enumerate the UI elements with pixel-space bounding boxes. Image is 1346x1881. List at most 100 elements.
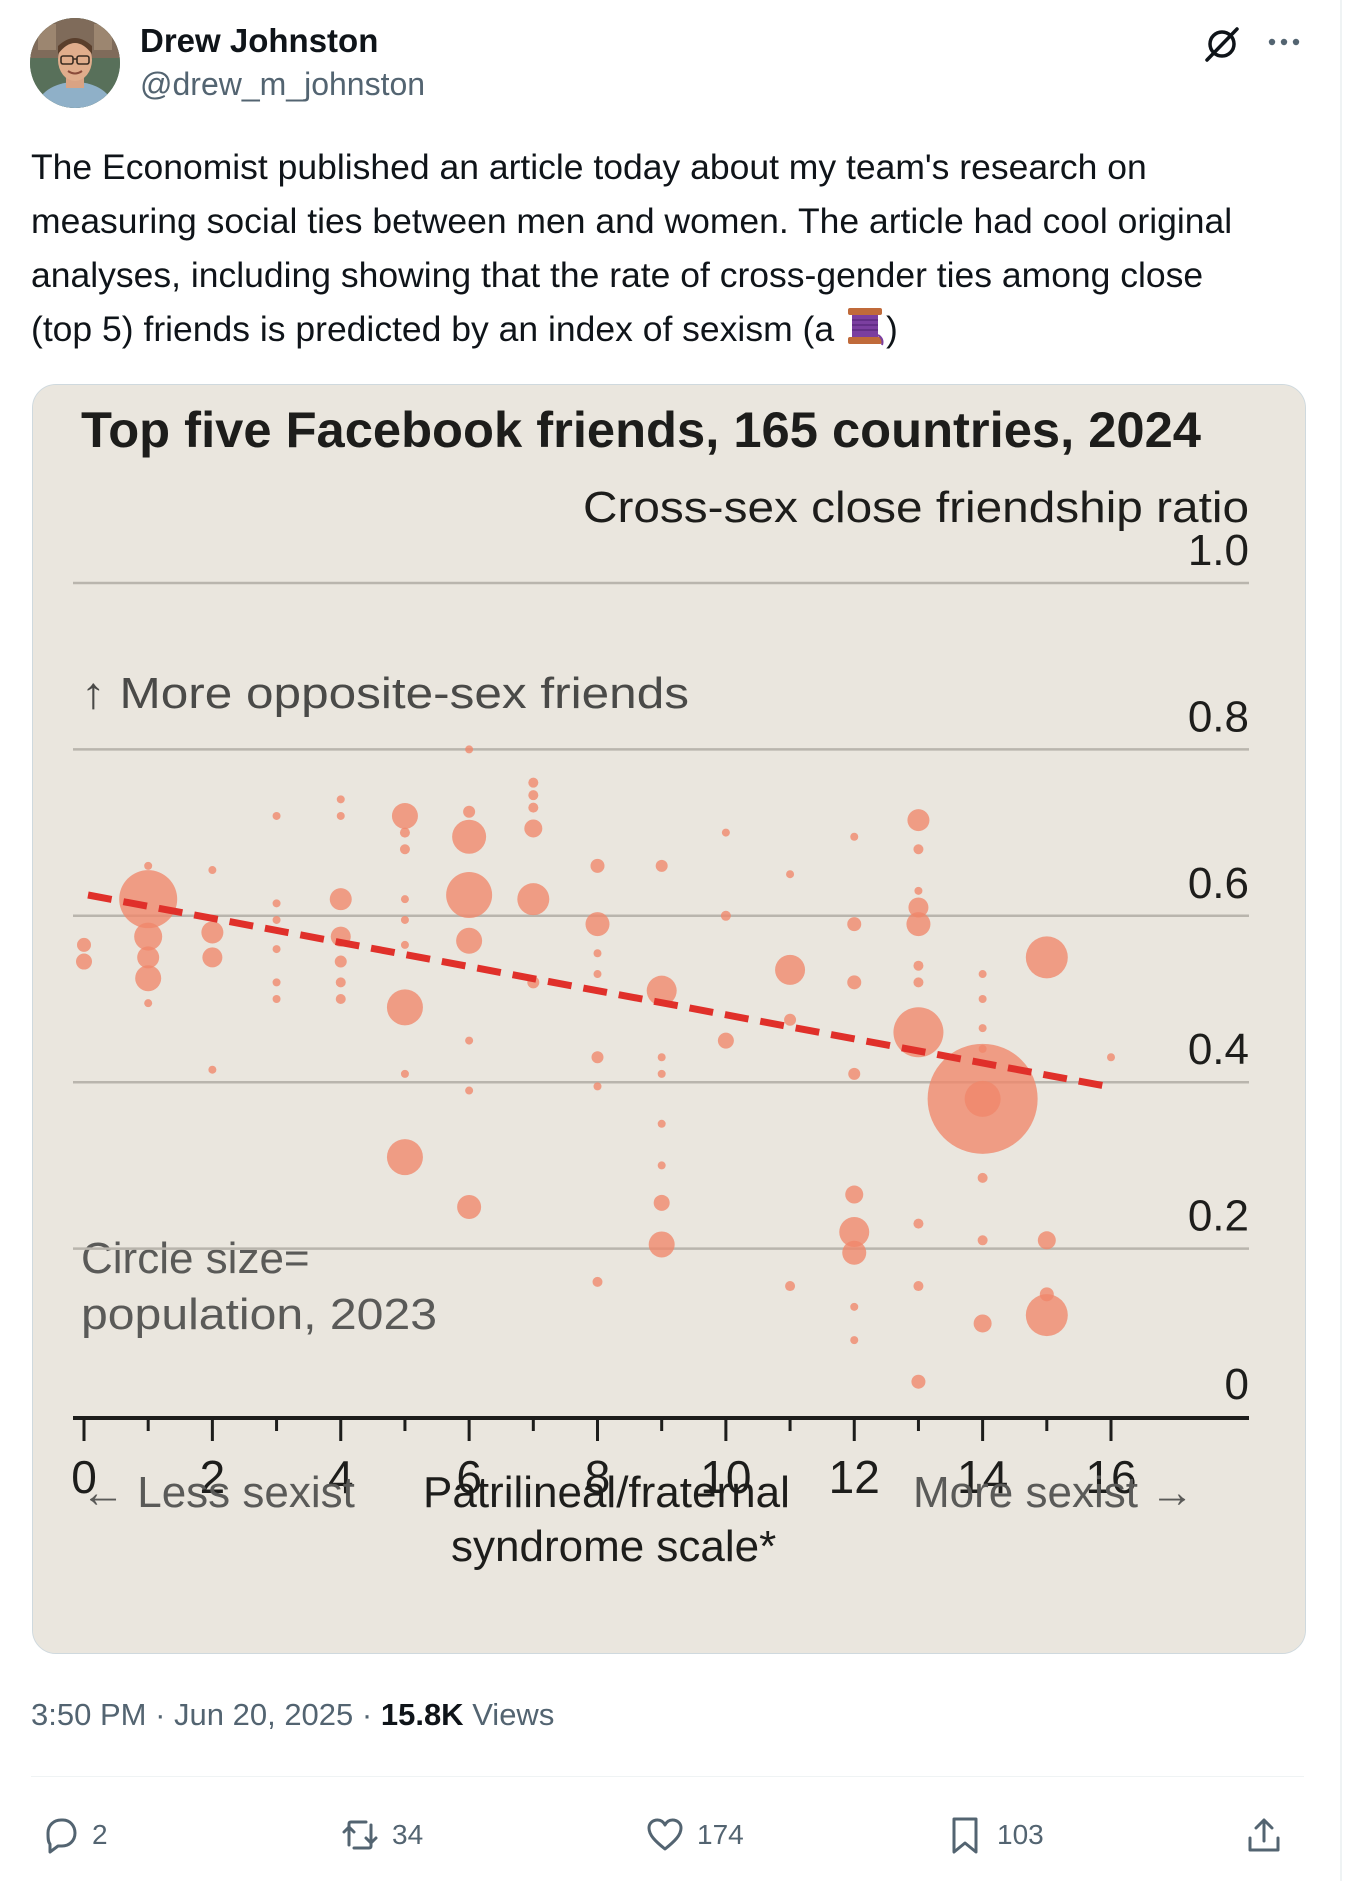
data-point bbox=[134, 922, 163, 951]
data-point bbox=[978, 1044, 987, 1053]
data-point bbox=[593, 949, 602, 958]
reply-button[interactable]: 2 bbox=[40, 1810, 108, 1860]
grok-icon[interactable] bbox=[1202, 24, 1242, 64]
data-point bbox=[850, 832, 859, 841]
data-point bbox=[1037, 1231, 1056, 1250]
data-point bbox=[592, 1276, 603, 1287]
views-label: Views bbox=[463, 1697, 555, 1732]
y-axis-label: Cross-sex close friendship ratio bbox=[583, 483, 1249, 532]
data-point bbox=[847, 917, 862, 932]
data-point bbox=[913, 977, 924, 988]
share-button[interactable] bbox=[1244, 1810, 1284, 1860]
data-point bbox=[842, 1240, 867, 1265]
data-point bbox=[399, 844, 410, 855]
x-tick-label: 10 bbox=[700, 1451, 751, 1503]
like-count: 174 bbox=[697, 1819, 744, 1850]
avatar-photo bbox=[30, 18, 120, 108]
data-point bbox=[585, 912, 610, 937]
data-point bbox=[906, 912, 931, 937]
size-note-line1: Circle size= bbox=[81, 1234, 310, 1283]
data-point bbox=[850, 1302, 859, 1311]
y-tick-label: 0.4 bbox=[1188, 1025, 1249, 1074]
data-point bbox=[720, 910, 731, 921]
data-point bbox=[386, 1139, 423, 1176]
data-point bbox=[973, 1314, 992, 1333]
data-point bbox=[786, 870, 795, 879]
data-point bbox=[463, 805, 476, 818]
data-point bbox=[913, 1218, 924, 1229]
data-point bbox=[845, 1185, 864, 1204]
tweet-text: The Economist published an article today… bbox=[31, 140, 1271, 362]
data-point bbox=[465, 1036, 474, 1045]
data-point bbox=[977, 1172, 988, 1183]
data-point bbox=[400, 915, 409, 924]
data-point bbox=[465, 745, 474, 754]
data-point bbox=[272, 995, 281, 1003]
data-point bbox=[775, 954, 806, 985]
tweet-date[interactable]: Jun 20, 2025 bbox=[174, 1697, 354, 1732]
display-name[interactable]: Drew Johnston bbox=[140, 22, 379, 59]
data-point bbox=[391, 802, 418, 829]
data-point bbox=[655, 859, 668, 872]
x-axis-label: Patrilineal/fraternal bbox=[423, 1468, 790, 1517]
handle[interactable]: @drew_m_johnston bbox=[140, 66, 426, 102]
bookmark-button[interactable]: 103 bbox=[945, 1810, 1044, 1860]
data-point bbox=[208, 1065, 217, 1074]
avatar[interactable] bbox=[30, 18, 120, 108]
x-right-label: More sexist → bbox=[913, 1468, 1194, 1517]
data-point bbox=[76, 953, 92, 970]
share-icon bbox=[1248, 1818, 1280, 1852]
data-point bbox=[399, 827, 410, 838]
repost-button[interactable]: 34 bbox=[340, 1810, 423, 1860]
data-point bbox=[202, 947, 223, 968]
data-point bbox=[657, 1053, 666, 1062]
bookmark-icon bbox=[952, 1817, 978, 1854]
data-point bbox=[119, 870, 178, 929]
y-direction-annotation: ↑ More opposite-sex friends bbox=[81, 669, 689, 718]
data-point bbox=[913, 1281, 924, 1292]
data-point bbox=[657, 1069, 666, 1078]
data-point bbox=[77, 937, 91, 952]
data-point bbox=[850, 1336, 859, 1345]
x-tick-label: 2 bbox=[200, 1451, 226, 1503]
data-point bbox=[528, 802, 539, 813]
data-point bbox=[908, 897, 929, 918]
trend-line bbox=[87, 891, 1108, 1090]
data-point bbox=[329, 888, 352, 911]
x-tick-label: 6 bbox=[456, 1451, 482, 1503]
data-point bbox=[272, 915, 281, 924]
data-point bbox=[721, 828, 730, 837]
data-point bbox=[528, 777, 539, 788]
x-tick-label: 8 bbox=[585, 1451, 611, 1503]
data-point bbox=[272, 945, 281, 954]
data-point bbox=[335, 994, 346, 1004]
data-point bbox=[528, 790, 539, 801]
data-point bbox=[446, 872, 493, 918]
divider bbox=[31, 1776, 1304, 1777]
data-point bbox=[978, 970, 987, 979]
data-point bbox=[914, 886, 923, 895]
x-tick-label: 12 bbox=[829, 1451, 880, 1503]
data-point bbox=[135, 965, 162, 992]
data-point bbox=[524, 819, 543, 838]
data-point bbox=[653, 1194, 670, 1211]
data-point bbox=[272, 978, 281, 987]
data-point bbox=[646, 975, 677, 1006]
data-point bbox=[847, 975, 862, 990]
data-point bbox=[593, 970, 602, 979]
like-button[interactable]: 174 bbox=[645, 1810, 744, 1860]
y-tick-label: 0.6 bbox=[1188, 859, 1249, 908]
data-point bbox=[964, 1080, 1001, 1117]
data-point bbox=[517, 883, 550, 916]
data-point bbox=[201, 921, 224, 944]
data-point bbox=[400, 940, 409, 949]
data-point bbox=[657, 1119, 666, 1128]
y-tick-label: 0.8 bbox=[1188, 692, 1249, 741]
tweet-time[interactable]: 3:50 PM bbox=[31, 1697, 147, 1732]
data-point bbox=[144, 999, 153, 1008]
chart-image[interactable]: Top five Facebook friends, 165 countries… bbox=[32, 384, 1306, 1654]
data-point bbox=[465, 1086, 474, 1095]
more-options-icon[interactable] bbox=[1262, 22, 1306, 62]
data-point bbox=[456, 927, 483, 954]
data-point bbox=[913, 960, 924, 971]
